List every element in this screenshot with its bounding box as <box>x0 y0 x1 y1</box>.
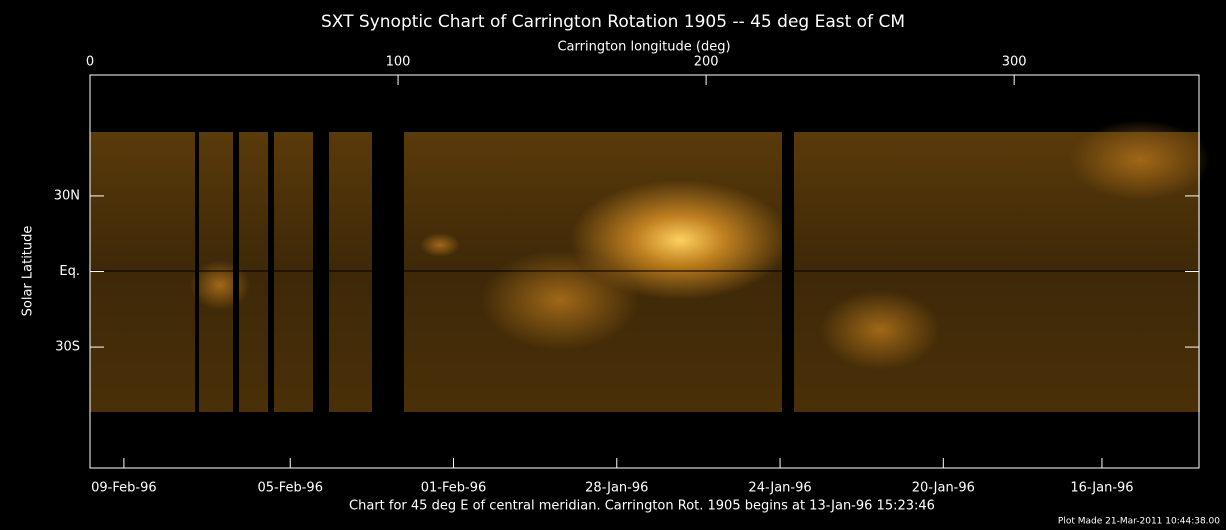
x-tick-label: 0 <box>86 55 94 70</box>
bottom-x-tick-label: 09-Feb-96 <box>91 481 156 496</box>
y-axis-label: Solar Latitude <box>21 226 36 317</box>
y-tick-label: 30N <box>54 188 80 203</box>
footnote: Plot Made 21-Mar-2011 10:44:38.00 <box>1058 517 1220 527</box>
bottom-x-tick-label: 01-Feb-96 <box>421 481 486 496</box>
bottom-x-tick-label: 28-Jan-96 <box>585 481 648 496</box>
y-tick-label: 30S <box>55 340 80 355</box>
synoptic-image <box>90 120 1210 427</box>
x-axis-label: Carrington longitude (deg) <box>557 40 730 55</box>
bottom-x-tick-label: 20-Jan-96 <box>912 481 975 496</box>
bottom-x-tick-label: 16-Jan-96 <box>1070 481 1133 496</box>
caption: Chart for 45 deg E of central meridian. … <box>349 499 935 514</box>
x-tick-label: 200 <box>694 55 719 70</box>
y-tick-label: Eq. <box>59 264 80 279</box>
chart-title: SXT Synoptic Chart of Carrington Rotatio… <box>321 12 905 32</box>
x-tick-label: 300 <box>1002 55 1027 70</box>
bottom-x-tick-label: 24-Jan-96 <box>748 481 811 496</box>
bottom-x-tick-label: 05-Feb-96 <box>257 481 322 496</box>
x-tick-label: 100 <box>386 55 411 70</box>
